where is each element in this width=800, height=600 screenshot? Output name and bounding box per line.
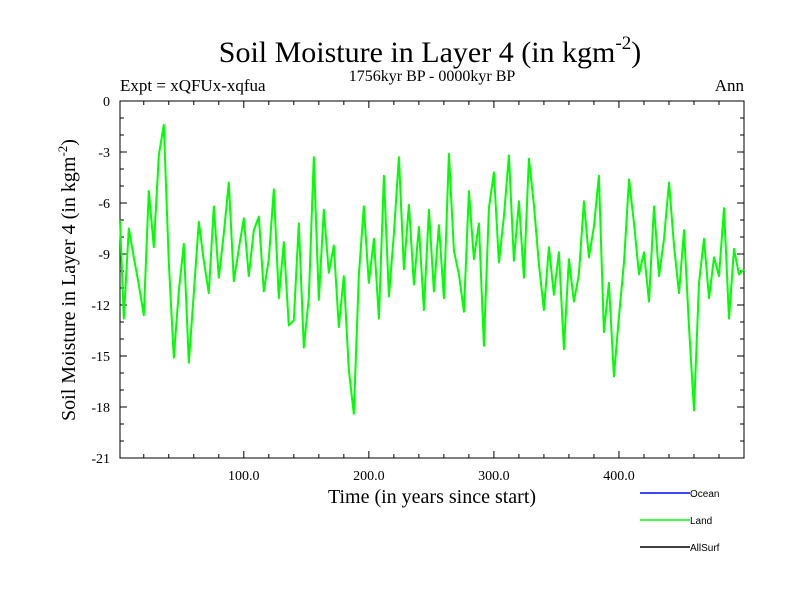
x-axis-label: Time (in years since start): [328, 486, 536, 508]
period-label: 1756kyr BP - 0000kyr BP: [349, 68, 516, 85]
y-tick-label: -9: [98, 248, 110, 263]
legend-label-allsurf: AllSurf: [690, 543, 720, 554]
y-tick-label: -21: [91, 452, 110, 467]
y-axis-label: Soil Moisture in Layer 4 (in kgm-2): [55, 139, 80, 421]
series-layer: [119, 123, 745, 415]
legend: Ocean Land AllSurf: [640, 489, 720, 554]
y-tick-label: -6: [98, 197, 110, 212]
legend-label-ocean: Ocean: [690, 489, 719, 500]
x-tick-label: 300.0: [478, 469, 510, 484]
x-tick-label: 400.0: [603, 469, 635, 484]
y-tick-label: 0: [103, 95, 110, 110]
y-axis: 0 -3 -6 -9 -12 -15 -18 -21: [91, 95, 744, 467]
x-axis: 100.0 200.0 300.0 400.0: [143, 101, 720, 484]
season-label: Ann: [715, 76, 745, 95]
experiment-label: Expt = xQFUx-xqfua: [120, 76, 266, 95]
x-tick-label: 100.0: [228, 469, 260, 484]
y-tick-label: -15: [91, 350, 110, 365]
plot-frame: [119, 100, 745, 459]
y-tick-label: -3: [98, 146, 110, 161]
chart-title: Soil Moisture in Layer 4 (in kgm-2): [219, 33, 641, 69]
y-tick-label: -12: [91, 299, 110, 314]
y-tick-label: -18: [91, 401, 110, 416]
legend-label-land: Land: [690, 516, 712, 527]
series-line-land: [119, 123, 745, 415]
x-tick-label: 200.0: [353, 469, 385, 484]
